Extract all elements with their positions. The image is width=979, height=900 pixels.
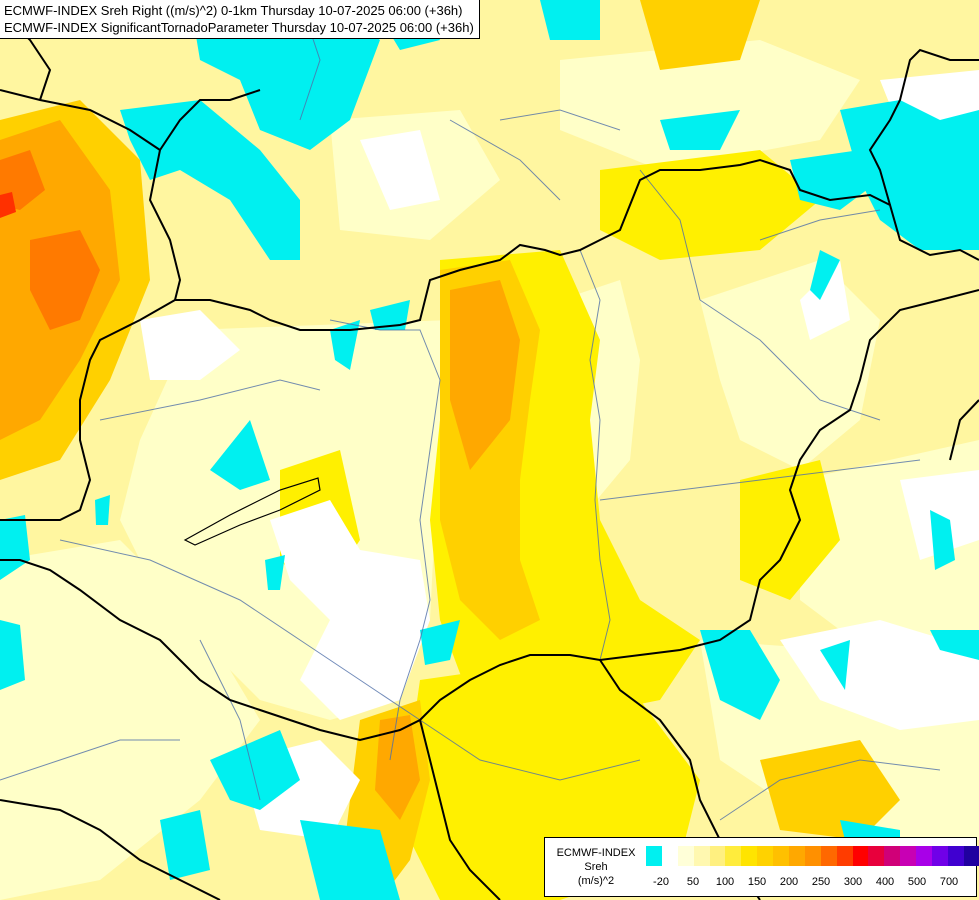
legend-tick-label: 200 bbox=[779, 876, 799, 888]
legend-swatch bbox=[773, 846, 790, 866]
legend-swatch bbox=[900, 846, 917, 866]
legend-tick-label: 700 bbox=[939, 876, 959, 888]
lake-outline bbox=[183, 477, 321, 546]
legend-label-unit: (m/s)^2 bbox=[577, 875, 615, 887]
legend-swatch bbox=[693, 846, 710, 866]
rivers bbox=[0, 0, 941, 821]
legend-swatch bbox=[820, 846, 837, 866]
legend-swatch bbox=[789, 846, 805, 866]
title-line-sreh: ECMWF-INDEX Sreh Right ((m/s)^2) 0-1km T… bbox=[4, 3, 463, 18]
legend-swatch bbox=[868, 846, 885, 866]
legend-tick-label: 300 bbox=[843, 876, 863, 888]
legend-label-source: ECMWF-INDEX bbox=[556, 847, 636, 859]
title-line-stp: ECMWF-INDEX SignificantTornadoParameter … bbox=[4, 20, 474, 35]
legend-tick-label: 250 bbox=[811, 876, 831, 888]
legend-swatch bbox=[646, 846, 662, 866]
legend-label: ECMWF-INDEX Sreh (m/s)^2 bbox=[551, 846, 641, 888]
legend-swatch bbox=[757, 846, 774, 866]
legend-swatch bbox=[932, 846, 948, 866]
legend-swatch bbox=[916, 846, 933, 866]
legend-swatches bbox=[646, 846, 979, 866]
legend-swatch bbox=[661, 846, 678, 866]
legend-label-variable: Sreh bbox=[584, 861, 608, 873]
legend-tick-label: 50 bbox=[686, 876, 700, 888]
legend-swatch bbox=[725, 846, 742, 866]
legend-tick-label: 150 bbox=[747, 876, 767, 888]
red-hotspot bbox=[0, 192, 16, 218]
legend-tick-label: 400 bbox=[875, 876, 895, 888]
color-legend: ECMWF-INDEX Sreh (m/s)^2 -20 50 100 150 200 2… bbox=[544, 837, 979, 897]
legend-swatch bbox=[741, 846, 758, 866]
legend-swatch bbox=[836, 846, 853, 866]
legend-swatch bbox=[884, 846, 901, 866]
legend-swatch bbox=[677, 846, 694, 866]
legend-swatch bbox=[963, 846, 979, 866]
legend-tick-label: 500 bbox=[907, 876, 927, 888]
legend-ticks: -20 50 100 150 200 250 300 400 500 700 bbox=[545, 876, 978, 892]
legend-swatch bbox=[947, 846, 964, 866]
map-title-box: ECMWF-INDEX Sreh Right ((m/s)^2) 0-1km T… bbox=[0, 0, 480, 39]
legend-swatch bbox=[709, 846, 726, 866]
legend-tick-label: -20 bbox=[653, 876, 669, 888]
legend-swatch bbox=[804, 846, 821, 866]
legend-tick-label: 100 bbox=[715, 876, 735, 888]
legend-swatch bbox=[852, 846, 869, 866]
